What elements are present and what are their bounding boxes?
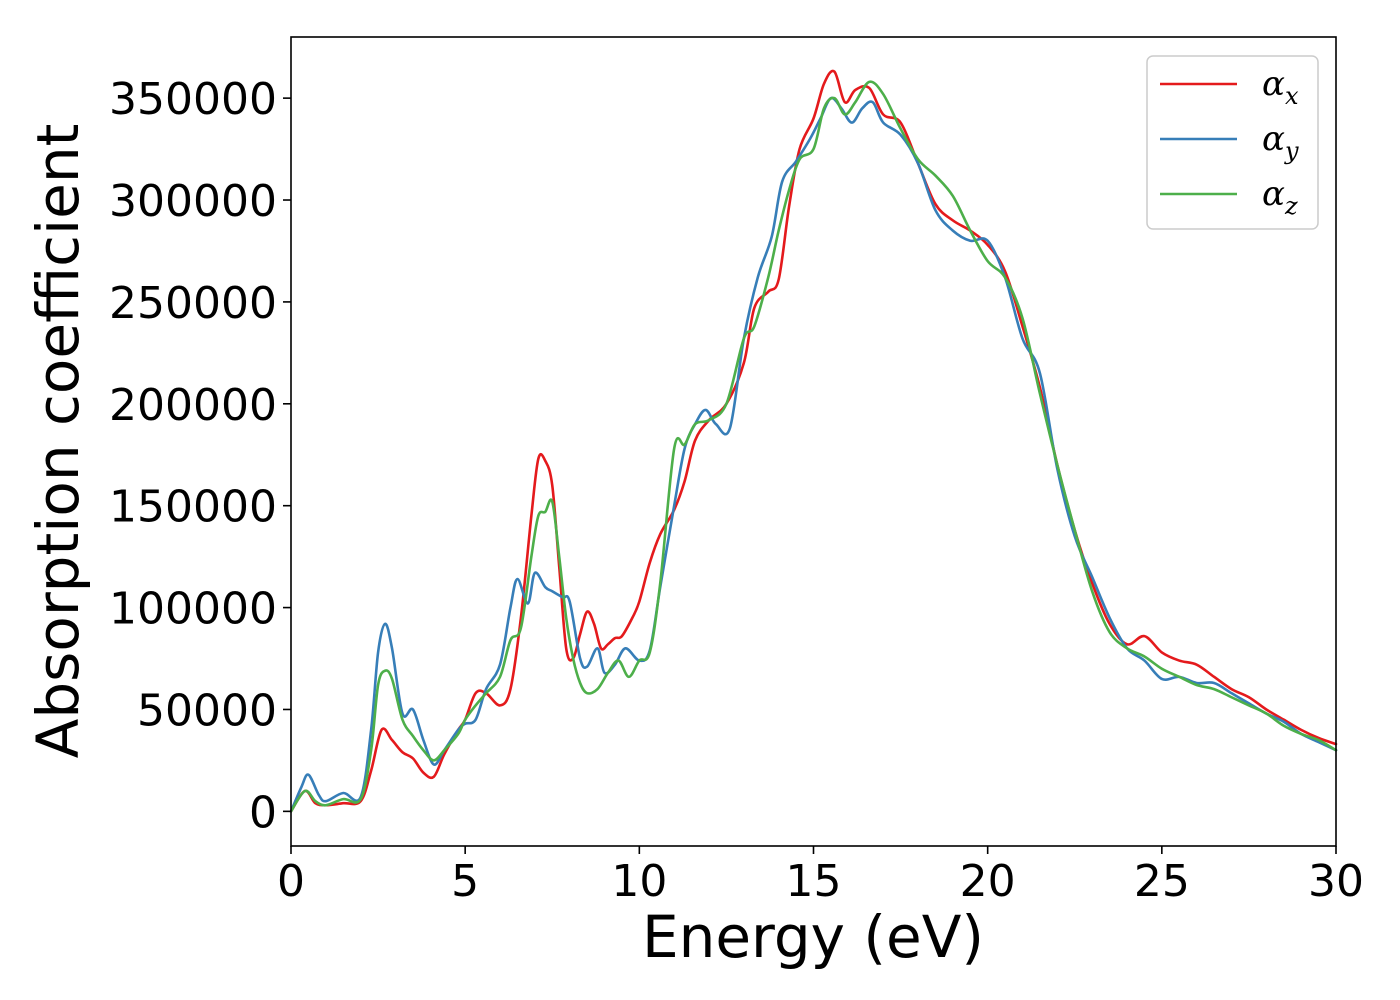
x-tick-label: 0 <box>277 856 305 907</box>
y-tick-label: 250000 <box>109 278 277 329</box>
y-tick-label: 150000 <box>109 482 277 533</box>
series-line-z <box>289 80 1338 813</box>
x-tick-label: 5 <box>451 856 479 907</box>
legend: αx αy αz <box>1146 55 1319 230</box>
y-axis-title: Absorption coefficient <box>24 124 92 759</box>
x-axis-title: Energy (eV) <box>642 903 984 971</box>
x-tick-label: 15 <box>786 856 842 907</box>
y-tick-label: 0 <box>249 787 277 838</box>
legend-label-y: αy <box>1262 119 1299 165</box>
y-axis: 0 50000 100000 150000 200000 250000 300000 3500… <box>109 74 291 838</box>
y-tick-label: 200000 <box>109 380 277 431</box>
legend-label-x: αx <box>1262 64 1299 110</box>
x-axis: 0 5 10 15 20 25 30 <box>277 846 1364 907</box>
y-tick-label: 350000 <box>109 74 277 125</box>
legend-box <box>1146 55 1319 230</box>
x-tick-label: 20 <box>960 856 1016 907</box>
legend-label-z: αz <box>1262 174 1298 220</box>
y-tick-label: 50000 <box>137 685 277 736</box>
series-layer <box>289 69 1338 813</box>
x-tick-label: 30 <box>1308 856 1364 907</box>
y-tick-label: 300000 <box>109 176 277 227</box>
x-tick-label: 10 <box>611 856 667 907</box>
x-tick-label: 25 <box>1134 856 1190 907</box>
y-tick-label: 100000 <box>109 584 277 635</box>
